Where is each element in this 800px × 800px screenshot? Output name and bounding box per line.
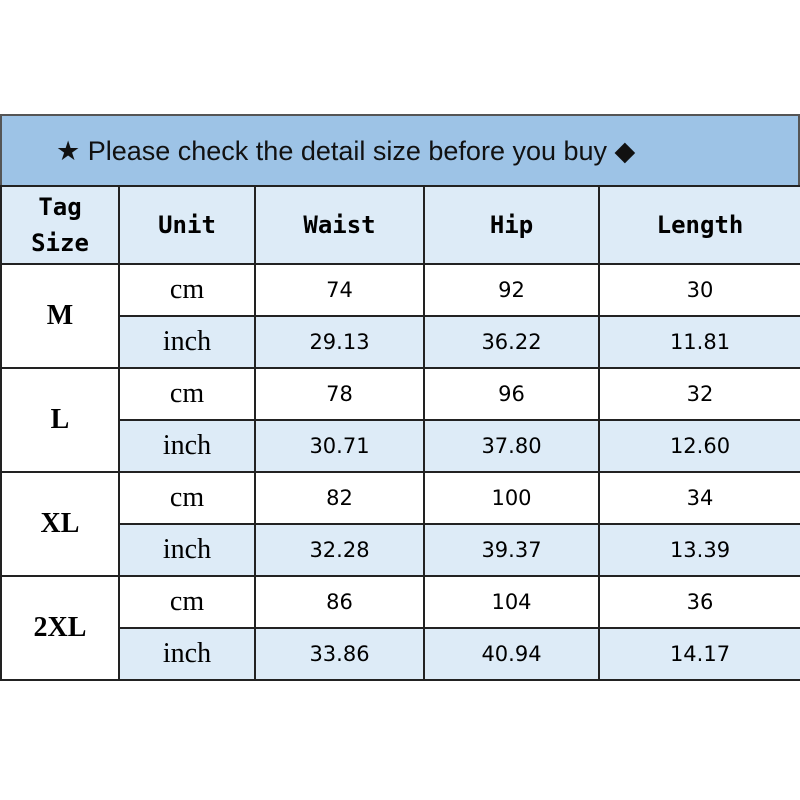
header-hip: Hip [423, 185, 600, 265]
hip-cell: 92 [423, 263, 600, 317]
length-cell: 36 [598, 575, 800, 629]
tag-size-cell: L [0, 367, 120, 473]
waist-cell: 30.71 [254, 419, 425, 473]
table-row: inch 30.71 37.80 12.60 [1, 419, 800, 473]
header-waist: Waist [254, 185, 425, 265]
tag-size-cell: XL [0, 471, 120, 577]
table-row: 2XL cm 86 104 36 [0, 575, 800, 681]
size-chart-title: ★ Please check the detail size before yo… [0, 114, 800, 185]
unit-cell: cm [118, 575, 256, 629]
waist-cell: 78 [254, 367, 425, 421]
length-cell: 34 [598, 471, 800, 525]
unit-cell: inch [118, 419, 256, 473]
hip-cell: 37.80 [423, 419, 600, 473]
waist-cell: 32.28 [254, 523, 425, 577]
table-row: inch 29.13 36.22 11.81 [1, 315, 800, 369]
waist-cell: 86 [254, 575, 425, 629]
hip-cell: 36.22 [423, 315, 600, 369]
length-cell: 13.39 [598, 523, 800, 577]
length-cell: 30 [598, 263, 800, 317]
tag-size-cell: 2XL [0, 575, 120, 681]
table-row: XL cm 82 100 34 [0, 471, 800, 577]
hip-cell: 40.94 [423, 627, 600, 681]
waist-cell: 29.13 [254, 315, 425, 369]
hip-cell: 39.37 [423, 523, 600, 577]
size-chart: ★ Please check the detail size before yo… [0, 114, 800, 681]
table-row: inch 33.86 40.94 14.17 [1, 627, 800, 681]
length-cell: 12.60 [598, 419, 800, 473]
table-row: inch 32.28 39.37 13.39 [1, 523, 800, 577]
waist-cell: 74 [254, 263, 425, 317]
hip-cell: 96 [423, 367, 600, 421]
length-cell: 11.81 [598, 315, 800, 369]
header-row: Tag Size Unit Waist Hip Length [0, 185, 800, 265]
header-tag-size: Tag Size [0, 185, 120, 265]
unit-cell: cm [118, 471, 256, 525]
header-length: Length [598, 185, 800, 265]
unit-cell: cm [118, 367, 256, 421]
length-cell: 14.17 [598, 627, 800, 681]
tag-size-cell: M [0, 263, 120, 369]
waist-cell: 82 [254, 471, 425, 525]
unit-cell: inch [118, 523, 256, 577]
unit-cell: inch [118, 627, 256, 681]
waist-cell: 33.86 [254, 627, 425, 681]
header-unit: Unit [118, 185, 256, 265]
hip-cell: 100 [423, 471, 600, 525]
length-cell: 32 [598, 367, 800, 421]
unit-cell: inch [118, 315, 256, 369]
unit-cell: cm [118, 263, 256, 317]
hip-cell: 104 [423, 575, 600, 629]
